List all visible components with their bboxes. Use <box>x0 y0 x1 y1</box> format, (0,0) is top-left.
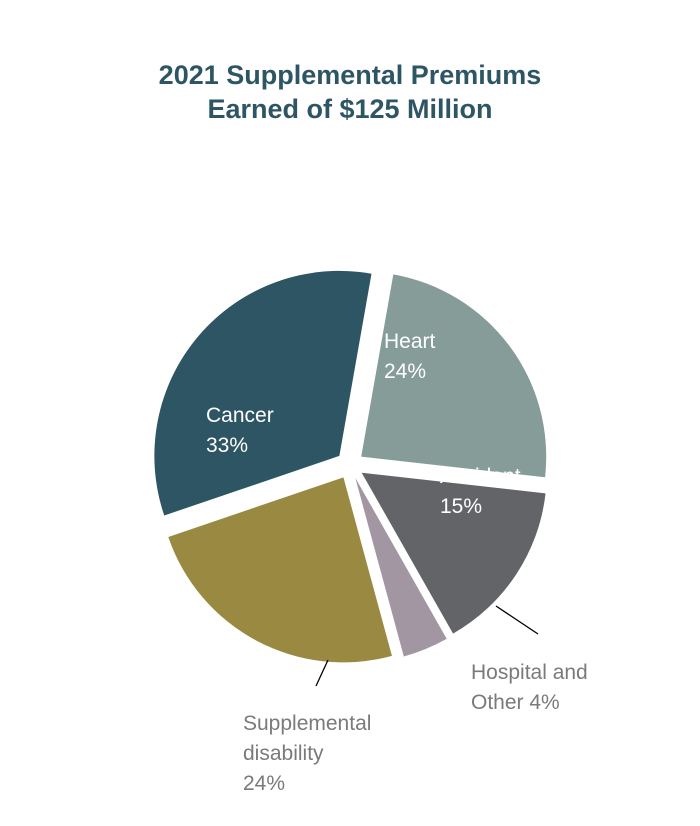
pie-slice-accident <box>361 472 546 634</box>
leader-line-hospital-and <box>495 605 539 635</box>
pie-slice-supplemental <box>168 477 392 663</box>
slice-label-accident: Accident 15% <box>440 465 521 518</box>
leader-line-supplemental <box>315 659 329 687</box>
chart-title: 2021 Supplemental Premiums Earned of $12… <box>0 58 700 126</box>
chart-title-line-2: Earned of $125 Million <box>207 94 493 124</box>
pie-slice-cancer <box>154 270 372 516</box>
slice-label-hospital-and: Hospital and Other 4% <box>471 661 588 714</box>
slice-label-cancer: Cancer 33% <box>206 404 274 457</box>
slice-label-heart: Heart 24% <box>384 330 436 383</box>
slice-label-supplemental: Supplemental disability 24% <box>243 712 371 795</box>
pie-slice-heart <box>361 274 547 478</box>
pie-slice-hospital-and <box>355 477 447 657</box>
chart-title-line-1: 2021 Supplemental Premiums <box>158 60 542 90</box>
